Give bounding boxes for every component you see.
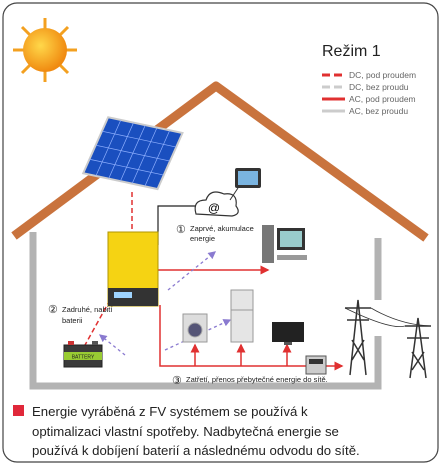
step-number: ③ — [172, 375, 182, 387]
legend-label: DC, bez proudu — [349, 82, 409, 92]
fridge — [230, 289, 254, 343]
description-line: optimalizaci vlastní spotřeby. Nadbytečn… — [32, 424, 339, 439]
step-number: ② — [48, 304, 58, 316]
power-tower — [344, 299, 432, 379]
roof — [11, 81, 429, 242]
data-line — [229, 187, 239, 201]
legend-label: AC, pod proudem — [349, 94, 416, 104]
washer — [182, 313, 208, 343]
meter — [305, 355, 327, 375]
legend-label: AC, bez proudu — [349, 106, 408, 116]
description-line: používá k dobíjení baterií a následnému … — [32, 443, 360, 458]
frame — [2, 2, 439, 463]
ac-branch — [190, 343, 292, 366]
tv — [272, 322, 304, 345]
legend-label: DC, pod proudem — [349, 70, 416, 80]
step-number: ① — [176, 224, 186, 236]
computer — [262, 225, 307, 263]
wall — [29, 232, 382, 390]
step-label: Zadruhé, nabití — [62, 305, 113, 314]
legend: DC, pod proudem DC, bez proudu AC, pod p… — [322, 70, 416, 116]
solar-panel — [81, 116, 184, 191]
battery-label: BATTERY — [72, 355, 95, 361]
bullet — [13, 405, 24, 416]
title: Režim 1 — [322, 43, 381, 60]
flow-arrow — [98, 251, 232, 356]
battery: BATTERY — [63, 341, 103, 368]
step-label: Zatřetí, přenos přebytečné energie do sí… — [186, 375, 328, 384]
step-label: Zaprvé, akumulace — [190, 224, 254, 233]
step-label: energie — [190, 234, 215, 243]
cloud-label: @ — [208, 201, 220, 215]
step-label: baterii — [62, 316, 83, 325]
description-line: Energie vyráběná z FV systémem se použív… — [32, 404, 308, 419]
inverter — [107, 231, 159, 307]
cloud: @ — [194, 191, 239, 217]
dc-line — [84, 299, 111, 346]
tablet — [235, 168, 261, 188]
sun — [13, 18, 77, 82]
ac-line — [159, 305, 344, 371]
